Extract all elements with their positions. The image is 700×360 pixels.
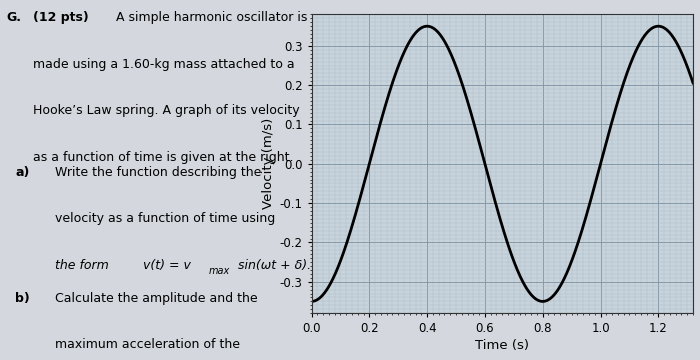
Text: v(t) = v: v(t) = v bbox=[143, 259, 191, 272]
Text: (12 pts): (12 pts) bbox=[34, 11, 89, 24]
Text: A simple harmonic oscillator is: A simple harmonic oscillator is bbox=[116, 11, 307, 24]
Text: maximum acceleration of the: maximum acceleration of the bbox=[55, 338, 240, 351]
Text: Hooke’s Law spring. A graph of its velocity: Hooke’s Law spring. A graph of its veloc… bbox=[34, 104, 300, 117]
Text: a): a) bbox=[15, 166, 29, 179]
Text: made using a 1.60-kg mass attached to a: made using a 1.60-kg mass attached to a bbox=[34, 58, 295, 71]
Text: sin(ωt + δ).: sin(ωt + δ). bbox=[234, 259, 312, 272]
Text: Calculate the amplitude and the: Calculate the amplitude and the bbox=[55, 292, 258, 305]
Text: Write the function describing the: Write the function describing the bbox=[55, 166, 261, 179]
Text: as a function of time is given at the right.: as a function of time is given at the ri… bbox=[34, 151, 294, 164]
Y-axis label: Velocity (m/s): Velocity (m/s) bbox=[262, 118, 275, 210]
Text: the form: the form bbox=[55, 259, 113, 272]
Text: max: max bbox=[209, 266, 230, 276]
Text: b): b) bbox=[15, 292, 30, 305]
Text: velocity as a function of time using: velocity as a function of time using bbox=[55, 212, 275, 225]
X-axis label: Time (s): Time (s) bbox=[475, 339, 529, 352]
Text: G.: G. bbox=[6, 11, 21, 24]
